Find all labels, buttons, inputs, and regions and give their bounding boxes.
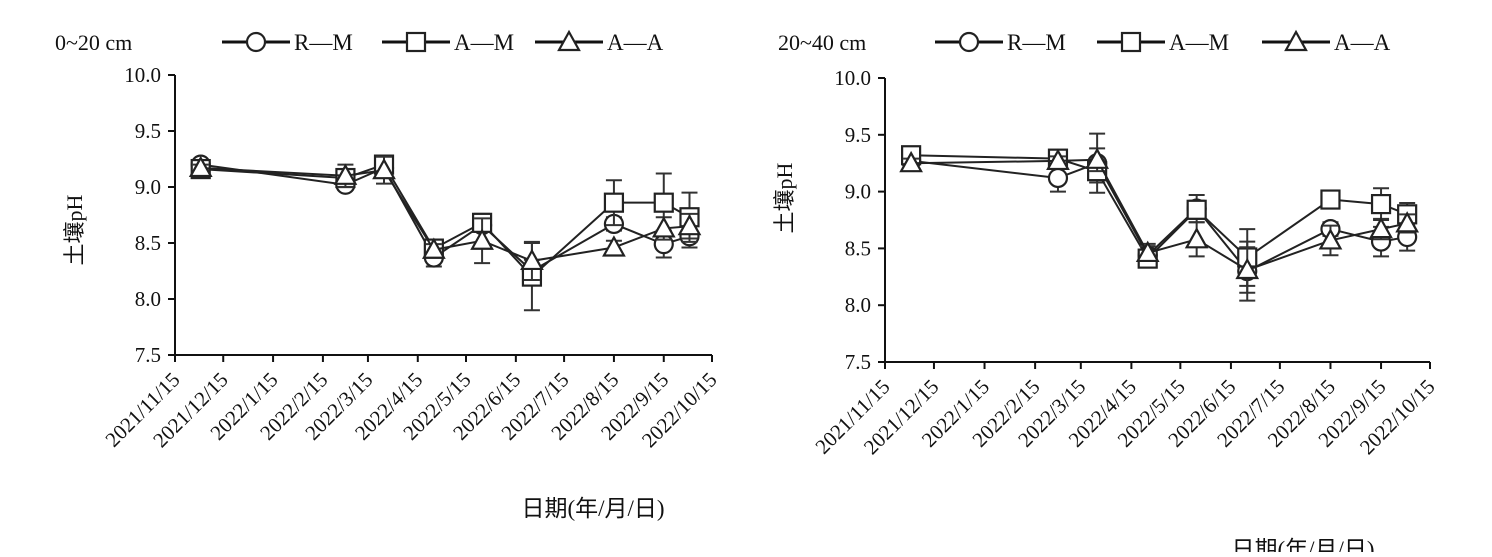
- data-point: [651, 216, 676, 238]
- series-triangle: [899, 147, 1420, 294]
- chart-panel-2: 10.09.59.08.58.07.52021/11/152021/12/152…: [772, 29, 1440, 557]
- data-point: [1184, 227, 1209, 249]
- data-point: [1047, 167, 1069, 189]
- data-point: [653, 192, 674, 213]
- series-square: [190, 154, 700, 312]
- data-point: [1186, 199, 1207, 220]
- data-point: [677, 213, 702, 236]
- y-tick-label: 8.5: [135, 231, 161, 255]
- data-point: [1318, 228, 1343, 250]
- y-tick-label: 9.0: [845, 180, 871, 204]
- legend-entry: A—A: [1262, 29, 1391, 55]
- legend-label: A—A: [607, 30, 664, 55]
- legend-label: R—M: [294, 30, 353, 55]
- data-point: [899, 150, 923, 173]
- y-tick-label: 8.0: [845, 293, 871, 317]
- series-square: [901, 145, 1418, 287]
- legend-label: A—M: [1169, 30, 1229, 55]
- legend-marker: [557, 29, 581, 52]
- chart-panel-1: 10.09.59.08.58.07.52021/11/152021/12/152…: [55, 29, 722, 521]
- series-circle: [190, 154, 700, 284]
- y-tick-label: 9.5: [135, 119, 161, 143]
- legend-entry: A—M: [1097, 30, 1229, 55]
- data-point: [1320, 189, 1341, 210]
- legend-label: A—A: [1334, 30, 1391, 55]
- data-point: [470, 228, 494, 250]
- legend-label: A—M: [454, 30, 514, 55]
- data-point: [188, 155, 213, 178]
- y-tick-label: 7.5: [135, 343, 161, 367]
- x-axis-title: 日期(年/月/日): [1231, 537, 1374, 552]
- series-line: [911, 158, 1408, 272]
- data-point: [333, 163, 358, 185]
- legend-marker: [958, 31, 980, 53]
- panel-title: 20~40 cm: [778, 30, 866, 55]
- legend-entry: A—A: [535, 29, 664, 55]
- y-tick-label: 10.0: [834, 66, 871, 90]
- y-axis-title: 土壤pH: [62, 194, 87, 265]
- data-point: [1370, 193, 1392, 215]
- data-point: [421, 237, 446, 259]
- data-point: [602, 235, 626, 257]
- legend-label: R—M: [1007, 30, 1066, 55]
- y-tick-label: 7.5: [845, 350, 871, 374]
- data-point: [1085, 147, 1109, 169]
- data-point: [1369, 216, 1393, 239]
- legend-marker: [405, 31, 427, 53]
- legend-entry: R—M: [222, 30, 353, 55]
- y-tick-label: 9.0: [135, 175, 161, 199]
- x-axis-title: 日期(年/月/日): [521, 496, 664, 521]
- legend-entry: A—M: [382, 30, 514, 55]
- data-point: [1395, 211, 1420, 233]
- y-axis-title: 土壤pH: [772, 162, 797, 233]
- series-circle: [901, 132, 1418, 302]
- series-triangle: [188, 155, 702, 281]
- legend-entry: R—M: [935, 30, 1066, 55]
- y-tick-label: 8.0: [135, 287, 161, 311]
- y-tick-label: 10.0: [124, 63, 161, 87]
- data-point: [520, 248, 544, 271]
- panel-title: 0~20 cm: [55, 30, 132, 55]
- data-point: [603, 192, 625, 213]
- data-point: [1046, 148, 1070, 171]
- y-tick-label: 8.5: [845, 236, 871, 260]
- y-tick-label: 9.5: [845, 123, 871, 147]
- data-point: [1135, 240, 1160, 263]
- legend-marker: [1120, 31, 1142, 53]
- legend-marker: [245, 31, 267, 53]
- data-point: [372, 157, 396, 180]
- data-point: [1235, 257, 1260, 280]
- legend-marker: [1284, 29, 1308, 52]
